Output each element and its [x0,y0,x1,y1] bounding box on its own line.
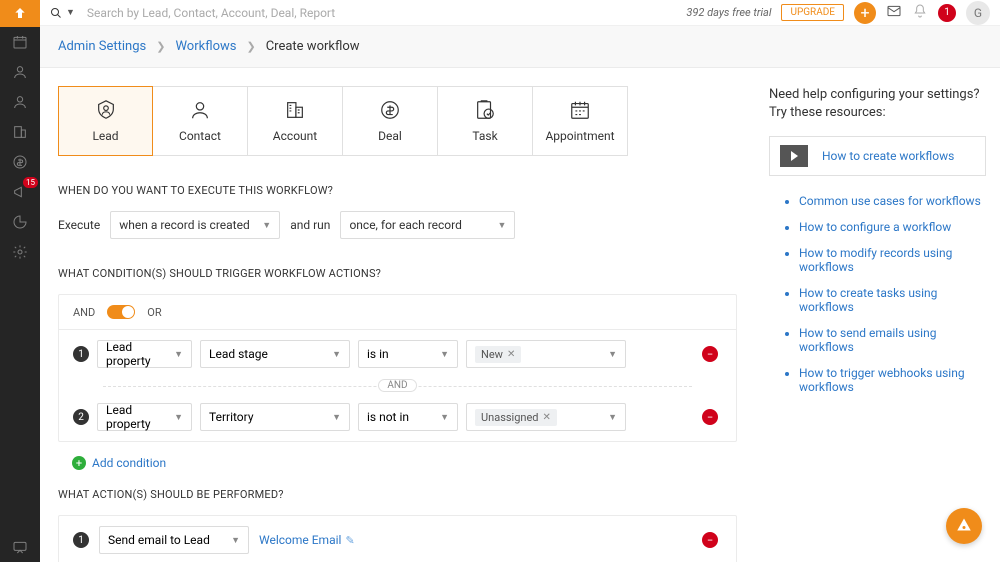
chip-remove-icon[interactable]: ✕ [543,412,551,423]
edit-icon[interactable]: ✎ [345,534,354,547]
nav-reports[interactable] [0,207,40,237]
bell-icon[interactable] [912,3,928,22]
andrun-label: and run [290,218,330,232]
tab-account-label: Account [273,129,317,143]
search-input[interactable] [87,6,687,20]
remove-condition-2-button[interactable]: − [702,409,718,425]
tab-deal-label: Deal [378,129,402,143]
and-divider: AND [59,378,736,393]
topbar: ▼ 392 days free trial UPGRADE + 1 G [40,0,1000,26]
cond2-operator-select[interactable]: is not in▼ [358,403,458,431]
tab-deal[interactable]: Deal [343,86,438,156]
help-links-list: Common use cases for workflowsHow to con… [769,188,986,400]
help-link-item[interactable]: How to configure a workflow [799,214,986,240]
execute-section-label: WHEN DO YOU WANT TO EXECUTE THIS WORKFLO… [58,184,737,197]
nav-badge: 15 [23,177,38,188]
plus-icon: + [72,456,86,470]
help-link-item[interactable]: How to send emails using workflows [799,320,986,360]
quick-add-button[interactable]: + [854,2,876,24]
actions-section-label: WHAT ACTION(S) SHOULD BE PERFORMED? [58,488,737,501]
cond1-operator-select[interactable]: is in▼ [358,340,458,368]
help-link-item[interactable]: How to create tasks using workflows [799,280,986,320]
breadcrumb-current: Create workflow [266,39,360,54]
and-label: AND [73,306,95,319]
help-panel: Need help configuring your settings? Try… [755,68,1000,418]
execute-when-select[interactable]: when a record is created▼ [110,211,280,239]
nav-contacts[interactable] [0,87,40,117]
play-icon [780,145,808,167]
breadcrumb: Admin Settings ❯ Workflows ❯ Create work… [40,26,1000,68]
tab-contact-label: Contact [179,129,221,143]
avatar[interactable]: G [966,1,990,25]
help-link-item[interactable]: How to modify records using workflows [799,240,986,280]
action-template-link[interactable]: Welcome Email ✎ [259,533,355,547]
tab-task[interactable]: Task [438,86,533,156]
nav-accounts[interactable] [0,117,40,147]
app-logo[interactable] [0,0,40,27]
marketplace-fab[interactable] [946,508,982,544]
cond2-property-select[interactable]: Lead property▼ [97,403,192,431]
help-video-link[interactable]: How to create workflows [769,136,986,176]
action-num-1: 1 [73,532,89,548]
upgrade-button[interactable]: UPGRADE [781,4,844,21]
trial-text: 392 days free trial [686,6,771,19]
main-content: Lead Contact Account Deal Task Appointme… [40,68,755,562]
execute-label: Execute [58,218,100,232]
search-icon[interactable] [50,7,62,19]
add-condition-button[interactable]: + Add condition [58,452,737,488]
nav-settings[interactable] [0,237,40,267]
cond2-value-select[interactable]: Unassigned✕ ▼ [466,403,626,431]
actions-box: 1 Send email to Lead▼ Welcome Email ✎ − [58,515,737,562]
tab-task-label: Task [472,129,497,143]
conditions-box: AND OR 1 Lead property▼ Lead stage▼ is i… [58,294,737,442]
tab-account[interactable]: Account [248,86,343,156]
tab-lead-label: Lead [92,129,118,143]
remove-condition-1-button[interactable]: − [702,346,718,362]
chip-remove-icon[interactable]: ✕ [507,349,515,360]
chevron-right-icon: ❯ [247,40,256,53]
mail-icon[interactable] [886,3,902,22]
tab-appointment-label: Appointment [545,129,614,143]
breadcrumb-workflows[interactable]: Workflows [175,39,236,54]
chevron-right-icon: ❯ [156,40,165,53]
action-type-select[interactable]: Send email to Lead▼ [99,526,249,554]
nav-campaigns[interactable]: 15 [0,177,40,207]
help-heading: Need help configuring your settings? Try… [769,86,986,122]
nav-deals[interactable] [0,147,40,177]
help-link-item[interactable]: Common use cases for workflows [799,188,986,214]
nav-leads[interactable] [0,57,40,87]
tab-lead[interactable]: Lead [58,86,153,156]
record-type-tabs: Lead Contact Account Deal Task Appointme… [58,86,737,156]
remove-action-1-button[interactable]: − [702,532,718,548]
breadcrumb-admin[interactable]: Admin Settings [58,39,146,54]
condition-row-1: 1 Lead property▼ Lead stage▼ is in▼ New✕… [59,330,736,378]
condition-num-2: 2 [73,409,89,425]
left-sidebar: 15 [0,0,40,562]
condition-num-1: 1 [73,346,89,362]
action-row-1: 1 Send email to Lead▼ Welcome Email ✎ − [59,516,736,562]
cond2-field-select[interactable]: Territory▼ [200,403,350,431]
tab-contact[interactable]: Contact [153,86,248,156]
search-scope-caret[interactable]: ▼ [66,7,75,18]
or-label: OR [147,306,161,319]
alert-count[interactable]: 1 [938,4,956,22]
tab-appointment[interactable]: Appointment [533,86,628,156]
cond1-property-select[interactable]: Lead property▼ [97,340,192,368]
and-or-toggle[interactable] [107,305,135,319]
condition-row-2: 2 Lead property▼ Territory▼ is not in▼ U… [59,393,736,441]
cond1-value-select[interactable]: New✕ ▼ [466,340,626,368]
execute-run-select[interactable]: once, for each record▼ [340,211,515,239]
conditions-section-label: WHAT CONDITION(S) SHOULD TRIGGER WORKFLO… [58,267,737,280]
nav-chat[interactable] [0,532,40,562]
help-link-item[interactable]: How to trigger webhooks using workflows [799,360,986,400]
nav-calendar[interactable] [0,27,40,57]
cond1-field-select[interactable]: Lead stage▼ [200,340,350,368]
